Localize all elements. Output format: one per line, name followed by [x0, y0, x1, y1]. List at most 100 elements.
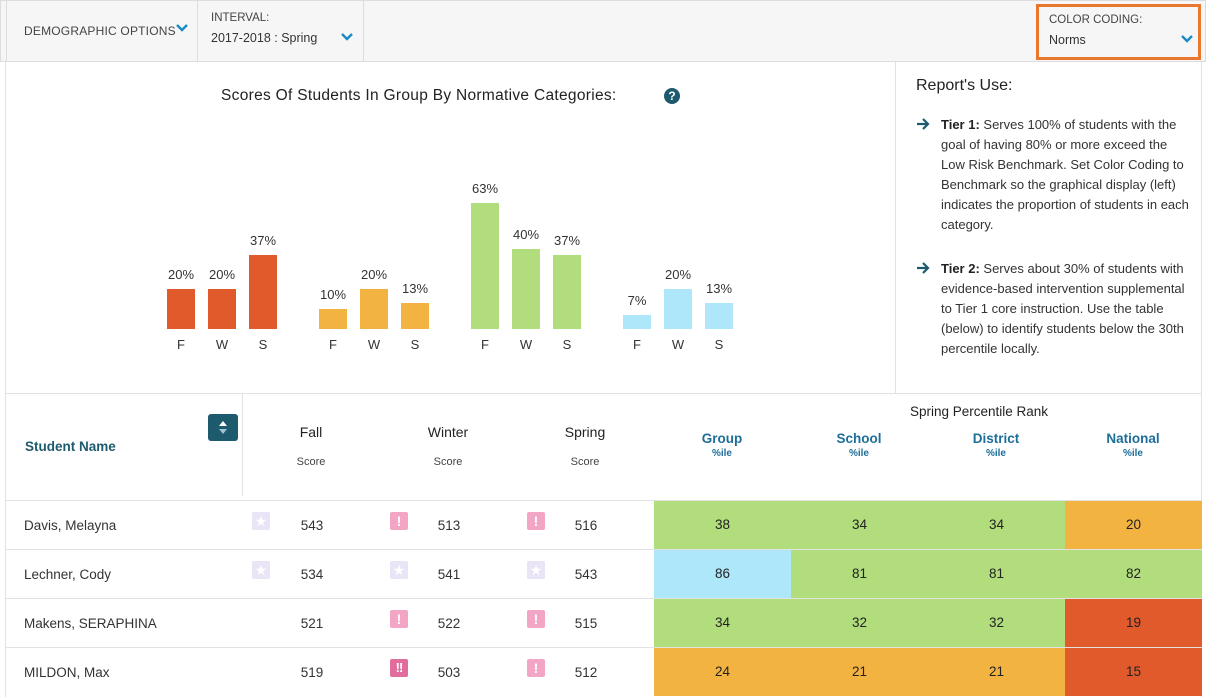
chart-bar: [319, 309, 347, 329]
tier-2-description: Serves about 30% of students with eviden…: [941, 261, 1185, 356]
chart-bar: [167, 289, 195, 329]
bar-value-label: 20%: [208, 267, 236, 282]
score-value: 512: [574, 665, 598, 680]
bar-value-label: 20%: [664, 267, 692, 282]
report-use-panel: Report's Use: Tier 1: Serves 100% of stu…: [895, 62, 1202, 394]
bar-category-label: F: [177, 337, 185, 352]
percentile-cell: 34: [791, 501, 928, 549]
bar-value-label: 20%: [360, 267, 388, 282]
bar-category-label: W: [519, 337, 533, 352]
bar-value-label: 20%: [167, 267, 195, 282]
percentile-cell: 82: [1065, 550, 1202, 598]
interval-dropdown[interactable]: INTERVAL: 2017-2018 : Spring: [198, 1, 364, 62]
national-percentile-subheader: %ile: [1122, 448, 1143, 459]
score-value: 513: [437, 518, 461, 533]
percentile-cell: 15: [1065, 648, 1202, 696]
school-percentile-header: School: [836, 431, 882, 446]
chart-bar: [471, 203, 499, 329]
tier-1-text: Tier 1: Serves 100% of students with the…: [941, 115, 1191, 235]
table-row[interactable]: Makens, SERAPHINA 521! 522! 515 34 32 32 19: [6, 598, 1202, 647]
bar-value-label: 13%: [401, 281, 429, 296]
spring-header: Spring: [564, 424, 606, 440]
percentile-cell: 34: [654, 599, 791, 647]
bar-category-label: F: [633, 337, 641, 352]
student-name[interactable]: Davis, Melayna: [24, 518, 117, 533]
bar-value-label: 40%: [512, 227, 540, 242]
score-value: 521: [300, 616, 324, 631]
demographic-options-label: DEMOGRAPHIC OPTIONS: [24, 24, 176, 38]
student-name[interactable]: MILDON, Max: [24, 665, 110, 680]
exclamation-icon: !: [527, 659, 545, 677]
sort-icon[interactable]: [208, 414, 238, 441]
chart-bar: [705, 303, 733, 329]
table-row[interactable]: MILDON, Max 519!! 503! 512 24 21 21 15: [6, 647, 1202, 696]
student-name[interactable]: Lechner, Cody: [24, 567, 112, 582]
score-value: 519: [300, 665, 324, 680]
percentile-cell: 32: [791, 599, 928, 647]
color-coding-dropdown[interactable]: COLOR CODING: Norms: [1036, 4, 1201, 60]
percentile-cell: 81: [928, 550, 1065, 598]
district-percentile-subheader: %ile: [985, 448, 1006, 459]
score-value: 543: [574, 567, 598, 582]
student-name[interactable]: Makens, SERAPHINA: [24, 616, 157, 631]
student-name-header[interactable]: Student Name: [25, 439, 116, 454]
bar-category-label: W: [367, 337, 381, 352]
bar-category-label: W: [671, 337, 685, 352]
chevron-down-icon: [175, 23, 189, 33]
chart-bar: [553, 255, 581, 329]
spring-percentile-rank-header: Spring Percentile Rank: [909, 404, 1049, 419]
star-icon: ★: [527, 561, 545, 579]
color-coding-value: Norms: [1049, 33, 1086, 47]
interval-value: 2017-2018 : Spring: [211, 31, 318, 45]
tier-2-label: Tier 2:: [941, 261, 980, 276]
group-percentile-subheader: %ile: [711, 448, 732, 459]
winter-header: Winter: [427, 424, 469, 440]
score-value: 543: [300, 518, 324, 533]
star-icon: ★: [390, 561, 408, 579]
score-value: 516: [574, 518, 598, 533]
fall-header: Fall: [299, 424, 323, 440]
chevron-down-icon: [340, 32, 354, 42]
chart-bar: [360, 289, 388, 329]
percentile-cell: 38: [654, 501, 791, 549]
chart-panel: Scores Of Students In Group By Normative…: [5, 62, 895, 394]
chevron-down-icon: [1180, 34, 1194, 44]
bar-value-label: 13%: [705, 281, 733, 296]
group-percentile-header: Group: [701, 431, 743, 446]
chart-bar: [249, 255, 277, 329]
chart-bar: [512, 249, 540, 329]
students-table: Student Name Fall Score Winter Score Spr…: [5, 394, 1202, 697]
spring-subheader: Score: [570, 456, 600, 468]
bar-value-label: 37%: [553, 233, 581, 248]
bar-value-label: 10%: [319, 287, 347, 302]
percentile-cell: 81: [791, 550, 928, 598]
school-percentile-subheader: %ile: [848, 448, 869, 459]
district-percentile-header: District: [972, 431, 1020, 446]
tier-1-description: Serves 100% of students with the goal of…: [941, 117, 1189, 232]
tier-2-item: Tier 2: Serves about 30% of students wit…: [916, 259, 1191, 359]
star-icon: ★: [252, 512, 270, 530]
table-row[interactable]: Lechner, Cody ★ 534 ★ 541 ★ 543 86 81 81 82: [6, 549, 1202, 598]
percentile-cell: 32: [928, 599, 1065, 647]
tier-1-label: Tier 1:: [941, 117, 980, 132]
exclamation-icon: !: [390, 512, 408, 530]
bar-value-label: 63%: [471, 181, 499, 196]
bar-value-label: 37%: [249, 233, 277, 248]
question-circle-icon[interactable]: ?: [664, 88, 680, 104]
toolbar: DEMOGRAPHIC OPTIONS INTERVAL: 2017-2018 …: [0, 0, 1206, 62]
tier-1-item: Tier 1: Serves 100% of students with the…: [916, 115, 1191, 235]
bar-value-label: 7%: [627, 293, 647, 308]
chart-bar: [664, 289, 692, 329]
exclamation-icon: !: [527, 610, 545, 628]
score-value: 503: [437, 665, 461, 680]
chart-title: Scores Of Students In Group By Normative…: [221, 87, 617, 104]
score-value: 522: [437, 616, 461, 631]
percentile-cell: 34: [928, 501, 1065, 549]
interval-label: INTERVAL:: [211, 12, 270, 24]
demographic-options-dropdown[interactable]: DEMOGRAPHIC OPTIONS: [6, 1, 198, 62]
table-row[interactable]: Davis, Melayna ★ 543! 513! 516 38 34 34 20: [6, 500, 1202, 549]
score-value: 534: [300, 567, 324, 582]
national-percentile-header: National: [1106, 431, 1160, 446]
bar-category-label: W: [215, 337, 229, 352]
chart-bar: [401, 303, 429, 329]
